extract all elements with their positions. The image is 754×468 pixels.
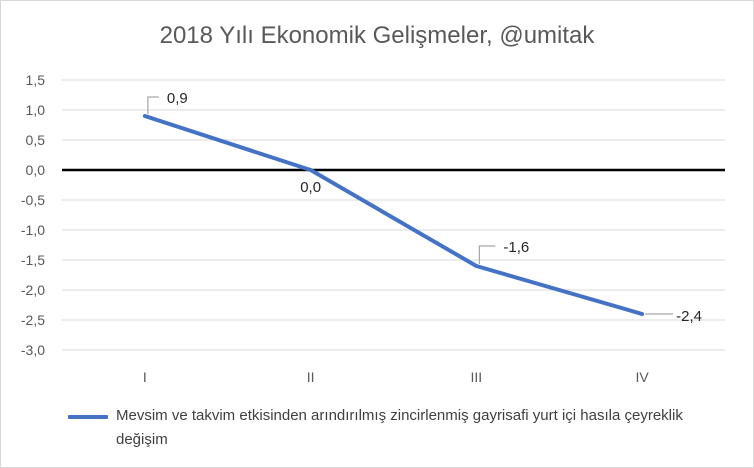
chart-title: 2018 Yılı Ekonomik Gelişmeler, @umitak [159, 22, 595, 49]
y-tick-label: -1,0 [21, 222, 45, 238]
legend-swatch [68, 415, 108, 419]
x-tick-label: II [307, 369, 315, 385]
y-tick-label: -0,5 [21, 192, 45, 208]
x-tick-label: IV [636, 369, 650, 385]
y-tick-label: -2,5 [21, 312, 45, 328]
data-label-leader [478, 245, 496, 264]
data-label: 0,0 [300, 179, 321, 196]
data-label: -1,6 [503, 239, 529, 256]
x-tick-label: III [471, 369, 483, 385]
data-label: -2,4 [676, 308, 702, 325]
data-label: 0,9 [167, 90, 188, 107]
x-tick-label: I [143, 369, 147, 385]
data-label-leader [147, 96, 159, 114]
y-tick-label: -2,0 [21, 282, 45, 298]
y-tick-label: 1,0 [26, 102, 46, 118]
legend-label: Mevsim ve takvim etkisinden arındırılmış… [116, 407, 683, 448]
y-tick-label: 0,5 [26, 132, 46, 148]
y-tick-label: 0,0 [26, 162, 46, 178]
series-line [142, 114, 645, 316]
y-tick-label: -1,5 [21, 252, 45, 268]
y-tick-label: -3,0 [21, 342, 45, 358]
y-tick-label: 1,5 [26, 72, 46, 88]
